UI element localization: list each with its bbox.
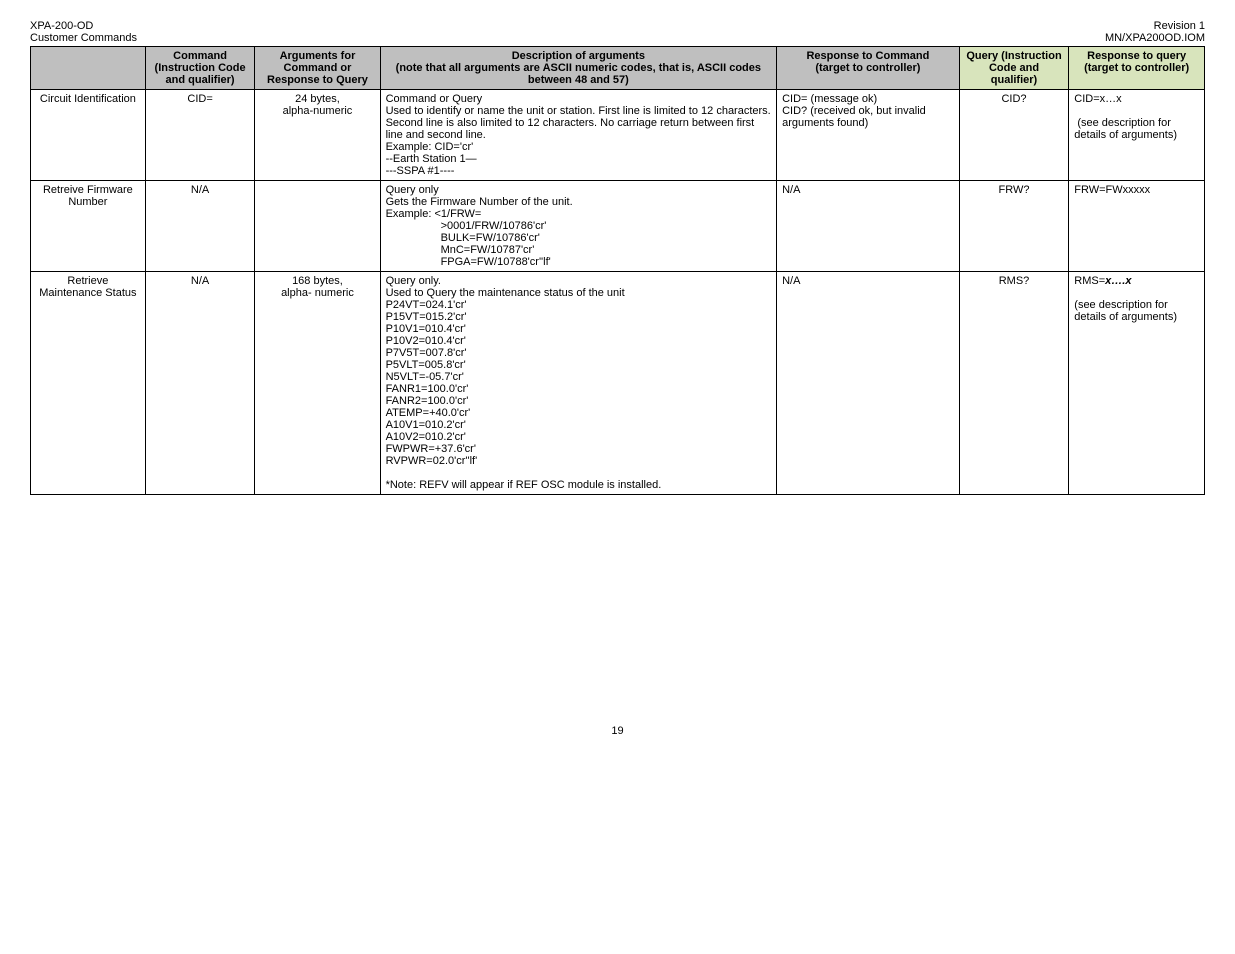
cell-desc: Query only.Used to Query the maintenance…: [380, 272, 777, 495]
cell-resp: N/A: [777, 272, 960, 495]
table-row: Retreive Firmware Number N/A Query onlyG…: [31, 181, 1205, 272]
col-header-qresp: Response to query (target to controller): [1069, 47, 1205, 90]
cell-args: [255, 181, 380, 272]
header-right-2: MN/XPA200OD.IOM: [1105, 32, 1205, 44]
cell-param: Retrieve Maintenance Status: [31, 272, 146, 495]
col-header-query: Query (Instruction Code and qualifier): [959, 47, 1069, 90]
commands-table: Command (Instruction Code and qualifier)…: [30, 46, 1205, 495]
col-header-args: Arguments for Command or Response to Que…: [255, 47, 380, 90]
cell-param: Retreive Firmware Number: [31, 181, 146, 272]
cell-cmd: N/A: [145, 181, 255, 272]
cell-resp: N/A: [777, 181, 960, 272]
col-header-resp: Response to Command(target to controller…: [777, 47, 960, 90]
cell-desc: Query onlyGets the Firmware Number of th…: [380, 181, 777, 272]
cell-qresp: CID=x…x (see description for details of …: [1069, 90, 1205, 181]
cell-args: 168 bytes,alpha- numeric: [255, 272, 380, 495]
cell-cmd: N/A: [145, 272, 255, 495]
header-left-2: Customer Commands: [30, 32, 137, 44]
cell-qresp: RMS=x….x (see description for details of…: [1069, 272, 1205, 495]
cell-query: FRW?: [959, 181, 1069, 272]
cell-query: RMS?: [959, 272, 1069, 495]
col-header-cmd: Command (Instruction Code and qualifier): [145, 47, 255, 90]
table-row: Retrieve Maintenance Status N/A 168 byte…: [31, 272, 1205, 495]
cell-query: CID?: [959, 90, 1069, 181]
cell-param: Circuit Identification: [31, 90, 146, 181]
table-row: Circuit Identification CID= 24 bytes,alp…: [31, 90, 1205, 181]
header-right-1: Revision 1: [1105, 20, 1205, 32]
cell-desc: Command or QueryUsed to identify or name…: [380, 90, 777, 181]
cell-args: 24 bytes,alpha-numeric: [255, 90, 380, 181]
col-header-desc: Description of arguments(note that all a…: [380, 47, 777, 90]
cell-resp: CID= (message ok)CID? (received ok, but …: [777, 90, 960, 181]
page-number: 19: [30, 725, 1205, 737]
cell-cmd: CID=: [145, 90, 255, 181]
table-header-row: Command (Instruction Code and qualifier)…: [31, 47, 1205, 90]
doc-header: XPA-200-OD Customer Commands Revision 1 …: [30, 20, 1205, 44]
header-left-1: XPA-200-OD: [30, 20, 137, 32]
col-header-param: [31, 47, 146, 90]
cell-qresp: FRW=FWxxxxx: [1069, 181, 1205, 272]
